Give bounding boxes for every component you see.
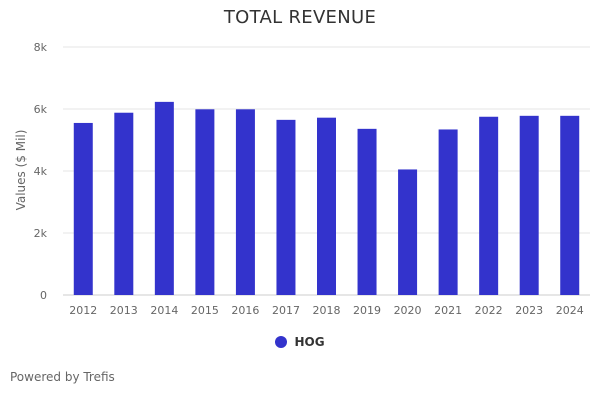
x-tick-label: 2020 xyxy=(394,304,422,317)
bars xyxy=(73,101,580,296)
legend: HOG xyxy=(0,335,600,349)
bar[interactable] xyxy=(114,112,134,295)
x-axis-ticks: 2012 2013 2014 2015 2016 2017 2018 2019 2020 2021… xyxy=(69,304,583,317)
y-tick-label: 4k xyxy=(34,165,48,178)
powered-by-text: Powered by Trefis xyxy=(10,370,115,384)
x-tick-label: 2016 xyxy=(231,304,259,317)
y-tick-label: 2k xyxy=(34,227,48,240)
bar[interactable] xyxy=(519,115,539,295)
x-tick-label: 2022 xyxy=(475,304,503,317)
y-tick-label: 6k xyxy=(34,103,48,116)
y-tick-label: 8k xyxy=(34,41,48,54)
x-tick-label: 2023 xyxy=(515,304,543,317)
x-tick-label: 2017 xyxy=(272,304,300,317)
legend-marker[interactable] xyxy=(275,336,288,348)
x-tick-label: 2015 xyxy=(191,304,219,317)
x-tick-label: 2013 xyxy=(110,304,138,317)
y-axis-ticks: 0 2k 4k 6k 8k xyxy=(34,41,48,302)
bar[interactable] xyxy=(438,129,458,295)
bar[interactable] xyxy=(398,169,418,295)
x-tick-label: 2021 xyxy=(434,304,462,317)
chart-title: TOTAL REVENUE xyxy=(223,7,377,28)
bar[interactable] xyxy=(154,101,174,296)
x-tick-label: 2018 xyxy=(313,304,341,317)
x-tick-label: 2024 xyxy=(556,304,584,317)
bar[interactable] xyxy=(357,128,377,295)
bar[interactable] xyxy=(479,116,499,295)
x-tick-label: 2019 xyxy=(353,304,381,317)
bar[interactable] xyxy=(195,109,215,295)
bar[interactable] xyxy=(73,122,93,295)
bar[interactable] xyxy=(317,117,336,296)
x-tick-label: 2014 xyxy=(150,304,178,317)
bar[interactable] xyxy=(560,115,580,295)
bar[interactable] xyxy=(235,109,255,295)
x-tick-label: 2012 xyxy=(69,304,97,317)
legend-label-hog[interactable]: HOG xyxy=(294,335,325,349)
bar[interactable] xyxy=(276,119,296,295)
y-axis-label: Values ($ Mil) xyxy=(14,130,28,211)
y-tick-label: 0 xyxy=(40,289,47,302)
